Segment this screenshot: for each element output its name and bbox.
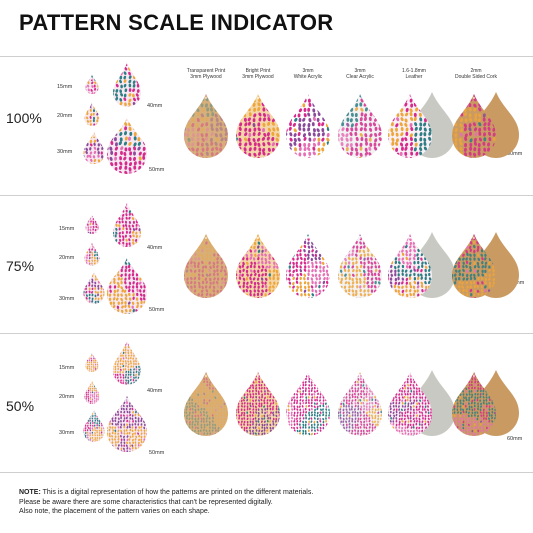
note-line-2: Please be aware there are some character… bbox=[19, 498, 273, 506]
sample-15mm-teardrop bbox=[85, 353, 99, 372]
size-label-40mm: 40mm bbox=[147, 103, 163, 109]
size-label-50mm: 50mm bbox=[149, 307, 165, 313]
size-label-50mm: 50mm bbox=[149, 450, 165, 456]
cork-teardrop bbox=[452, 234, 496, 298]
size-label-50mm: 50mm bbox=[149, 167, 165, 173]
note-line-3: Also note, the placement of the pattern … bbox=[19, 508, 210, 515]
size-label-30mm: 30mm bbox=[57, 149, 73, 155]
footer-note: NOTE: This is a digital representation o… bbox=[19, 488, 313, 517]
size-label-20mm: 20mm bbox=[59, 255, 75, 261]
size-label-15mm: 15mm bbox=[59, 226, 75, 232]
size-label-40mm: 40mm bbox=[147, 245, 163, 251]
scale-label-100: 100% bbox=[6, 110, 42, 126]
size-label-30mm: 30mm bbox=[59, 430, 75, 436]
transparent-plywood-teardrop bbox=[184, 372, 228, 436]
size-label-60mm: 60mm bbox=[507, 436, 523, 442]
size-label-15mm: 15mm bbox=[57, 84, 73, 90]
divider-1 bbox=[0, 195, 533, 196]
transparent-plywood-teardrop bbox=[184, 234, 228, 298]
size-label-20mm: 20mm bbox=[57, 113, 73, 119]
material-label-white-acrylic: 3mm White Acrylic bbox=[293, 68, 323, 80]
material-label-leather: 1.6-1.8mm Leather bbox=[402, 68, 426, 80]
sample-40mm-teardrop bbox=[113, 203, 141, 247]
sample-15mm-teardrop bbox=[85, 75, 99, 95]
sample-20mm-teardrop bbox=[84, 243, 100, 266]
page-title: PATTERN SCALE INDICATOR bbox=[19, 10, 334, 35]
material-label-bright-plywood: Bright Print 3mm Plywood bbox=[242, 68, 274, 80]
scale-label-50: 50% bbox=[6, 398, 35, 414]
material-label-transparent-plywood: Transparent Print 3mm Plywood bbox=[186, 68, 226, 80]
scale-label-75: 75% bbox=[6, 258, 35, 274]
divider-bottom bbox=[0, 472, 533, 473]
material-label-cork: 2mm Double Sided Cork bbox=[455, 68, 497, 80]
size-label-40mm: 40mm bbox=[147, 388, 163, 394]
size-label-20mm: 20mm bbox=[59, 394, 75, 400]
size-label-30mm: 30mm bbox=[59, 296, 75, 302]
size-label-15mm: 15mm bbox=[59, 365, 75, 371]
size-label-60mm: 60mm bbox=[507, 151, 523, 157]
material-label-clear-acrylic: 3mm Clear Acrylic bbox=[346, 68, 374, 80]
sample-15mm-teardrop bbox=[85, 215, 99, 234]
sample-20mm-teardrop bbox=[84, 381, 100, 404]
note-line-1: This is a digital representation of how … bbox=[40, 489, 314, 496]
note-label: NOTE: bbox=[19, 489, 41, 496]
sample-40mm-teardrop bbox=[113, 341, 141, 385]
sample-20mm-teardrop bbox=[84, 103, 100, 127]
divider-top bbox=[0, 56, 533, 57]
divider-2 bbox=[0, 333, 533, 334]
sample-40mm-teardrop bbox=[113, 63, 141, 107]
transparent-plywood-teardrop bbox=[184, 94, 228, 158]
